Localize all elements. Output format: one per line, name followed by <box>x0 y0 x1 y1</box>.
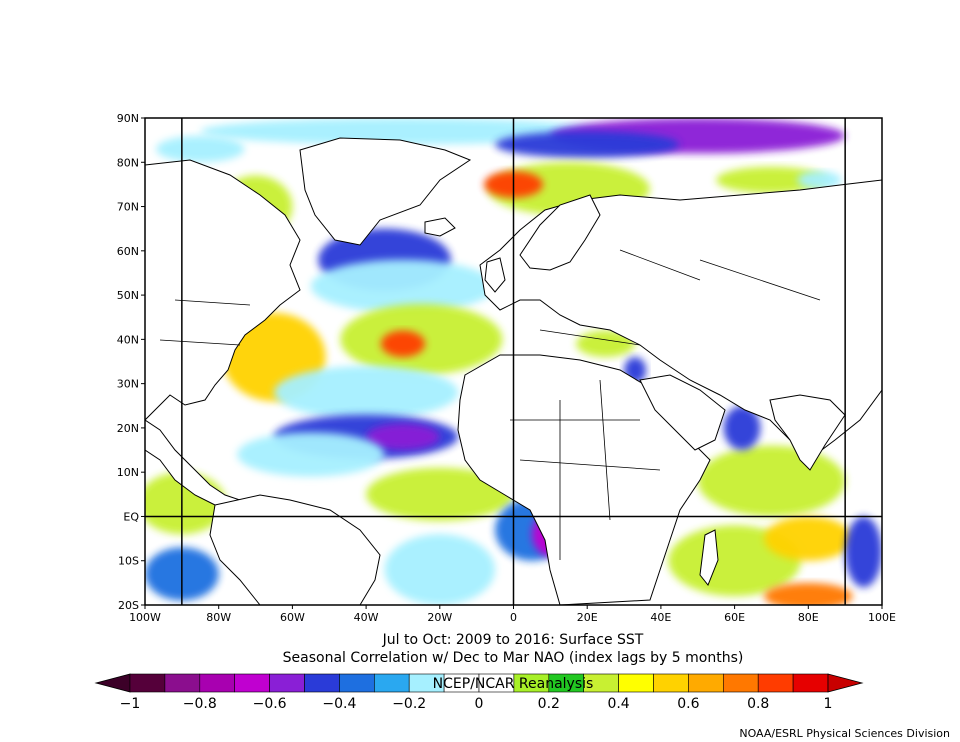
colorbar-segment <box>164 673 201 693</box>
colorbar-tick-label: −0.8 <box>183 696 217 712</box>
colorbar-tick-label: 0.8 <box>747 696 769 712</box>
sst-anomaly-patch <box>200 118 606 145</box>
lon-tick-label: 40W <box>354 611 379 624</box>
colorbar-tick-label: 1 <box>824 696 833 712</box>
colorbar <box>94 673 864 693</box>
lat-tick-label: 40N <box>117 333 139 346</box>
lat-tick-label: 60N <box>117 245 139 258</box>
title-line-2: Seasonal Correlation w/ Dec to Mar NAO (… <box>283 650 744 666</box>
lon-tick-label: 40E <box>650 611 671 624</box>
iceland-land <box>424 217 456 237</box>
africa-land <box>457 354 711 605</box>
lon-tick-label: 0 <box>510 611 517 624</box>
lon-tick-label: 20W <box>427 611 452 624</box>
colorbar-segment <box>722 673 759 693</box>
sst-anomaly-patch <box>380 330 426 358</box>
colorbar-segment <box>792 673 829 693</box>
colorbar-segment <box>199 673 236 693</box>
lon-tick-label: 100W <box>129 611 161 624</box>
sst-anomaly-patch <box>273 365 459 420</box>
colorbar-segment <box>304 673 340 693</box>
colorbar-tick-label: 0.6 <box>677 696 699 712</box>
sst-anomaly-patch <box>366 467 514 521</box>
lon-tick-label: 80E <box>798 611 819 624</box>
colorbar-tick-label: −0.6 <box>253 696 287 712</box>
scandinavia-land <box>519 194 601 271</box>
lat-tick-label: 20N <box>117 422 139 435</box>
colorbar-tick-label: −0.2 <box>392 696 426 712</box>
colorbar-tick-label: −0.4 <box>322 696 356 712</box>
colorbar-segment <box>653 673 689 693</box>
grid-lines <box>145 118 882 605</box>
arabia-land <box>639 374 726 451</box>
land-mask <box>145 137 882 605</box>
colorbar-overlay-text: NCEP/NCAR Reanalysis <box>433 676 594 692</box>
lon-tick-label: 20E <box>577 611 598 624</box>
lat-tick-label: 70N <box>117 201 139 214</box>
colorbar-segment <box>129 673 166 693</box>
colorbar-tick-label: 0.2 <box>538 696 560 712</box>
sst-anomaly-patch <box>495 131 680 158</box>
sst-anomaly-patch <box>156 135 245 163</box>
sst-anomaly-patch <box>723 405 761 451</box>
colorbar-tick-label: 0.4 <box>607 696 629 712</box>
british-isles-land <box>484 257 506 293</box>
longitude-axis: 100W 80W 60W 40W 20W 0 20E 40E 60E 80E 100E <box>129 605 896 624</box>
colorbar-segment <box>688 673 724 693</box>
title-line-1: Jul to Oct: 2009 to 2016: Surface SST <box>382 632 644 648</box>
lat-tick-label: 50N <box>117 289 139 302</box>
sst-anomaly-patch <box>797 171 842 189</box>
colorbar-segment <box>757 673 794 693</box>
lat-tick-label: 20S <box>118 599 139 612</box>
sst-anomaly-patch <box>237 432 385 477</box>
latitude-axis: 90N 80N 70N 60N 50N 40N 30N 20N 10N EQ 10S 20S <box>117 112 145 612</box>
greenland-land <box>299 137 472 246</box>
sst-anomaly-patch <box>310 259 496 313</box>
sst-anomaly-patch <box>366 423 440 451</box>
lon-tick-label: 60W <box>280 611 305 624</box>
lat-tick-label: EQ <box>123 510 139 523</box>
sst-anomaly-patch <box>764 582 853 605</box>
lon-tick-label: 60E <box>724 611 745 624</box>
colorbar-high-arrow <box>827 673 864 693</box>
sst-anomaly-patch <box>384 534 496 605</box>
lat-tick-label: 10S <box>118 555 139 568</box>
lat-tick-label: 30N <box>117 378 139 391</box>
sst-anomaly-patch <box>576 330 636 358</box>
sst-anomaly-patch <box>764 516 853 561</box>
lat-tick-label: 90N <box>117 112 139 125</box>
colorbar-segment <box>269 673 305 693</box>
credit-text: NOAA/ESRL Physical Sciences Division <box>739 727 950 740</box>
colorbar-segment <box>234 673 270 693</box>
south-america-land <box>209 494 381 605</box>
lat-tick-label: 80N <box>117 156 139 169</box>
madagascar-land <box>699 529 719 586</box>
india-land <box>769 394 846 471</box>
lat-tick-label: 10N <box>117 466 139 479</box>
sst-anomaly-patch <box>716 166 827 194</box>
lon-tick-label: 80W <box>206 611 231 624</box>
colorbar-tick-labels: −1 −0.8 −0.6 −0.4 −0.2 0 0.2 0.4 0.6 0.8 1 <box>120 696 833 712</box>
colorbar-low-arrow <box>94 673 131 693</box>
colorbar-tick-label: 0 <box>475 696 484 712</box>
sst-anomaly-patch <box>845 516 882 588</box>
colorbar-segment <box>618 673 654 693</box>
colorbar-segment <box>339 673 375 693</box>
north-america-land <box>145 159 301 421</box>
colorbar-segment <box>373 673 410 693</box>
lon-tick-label: 100E <box>868 611 896 624</box>
country-boundaries <box>159 249 821 560</box>
sst-anomaly-patch <box>697 445 846 517</box>
colorbar-tick-label: −1 <box>120 696 141 712</box>
